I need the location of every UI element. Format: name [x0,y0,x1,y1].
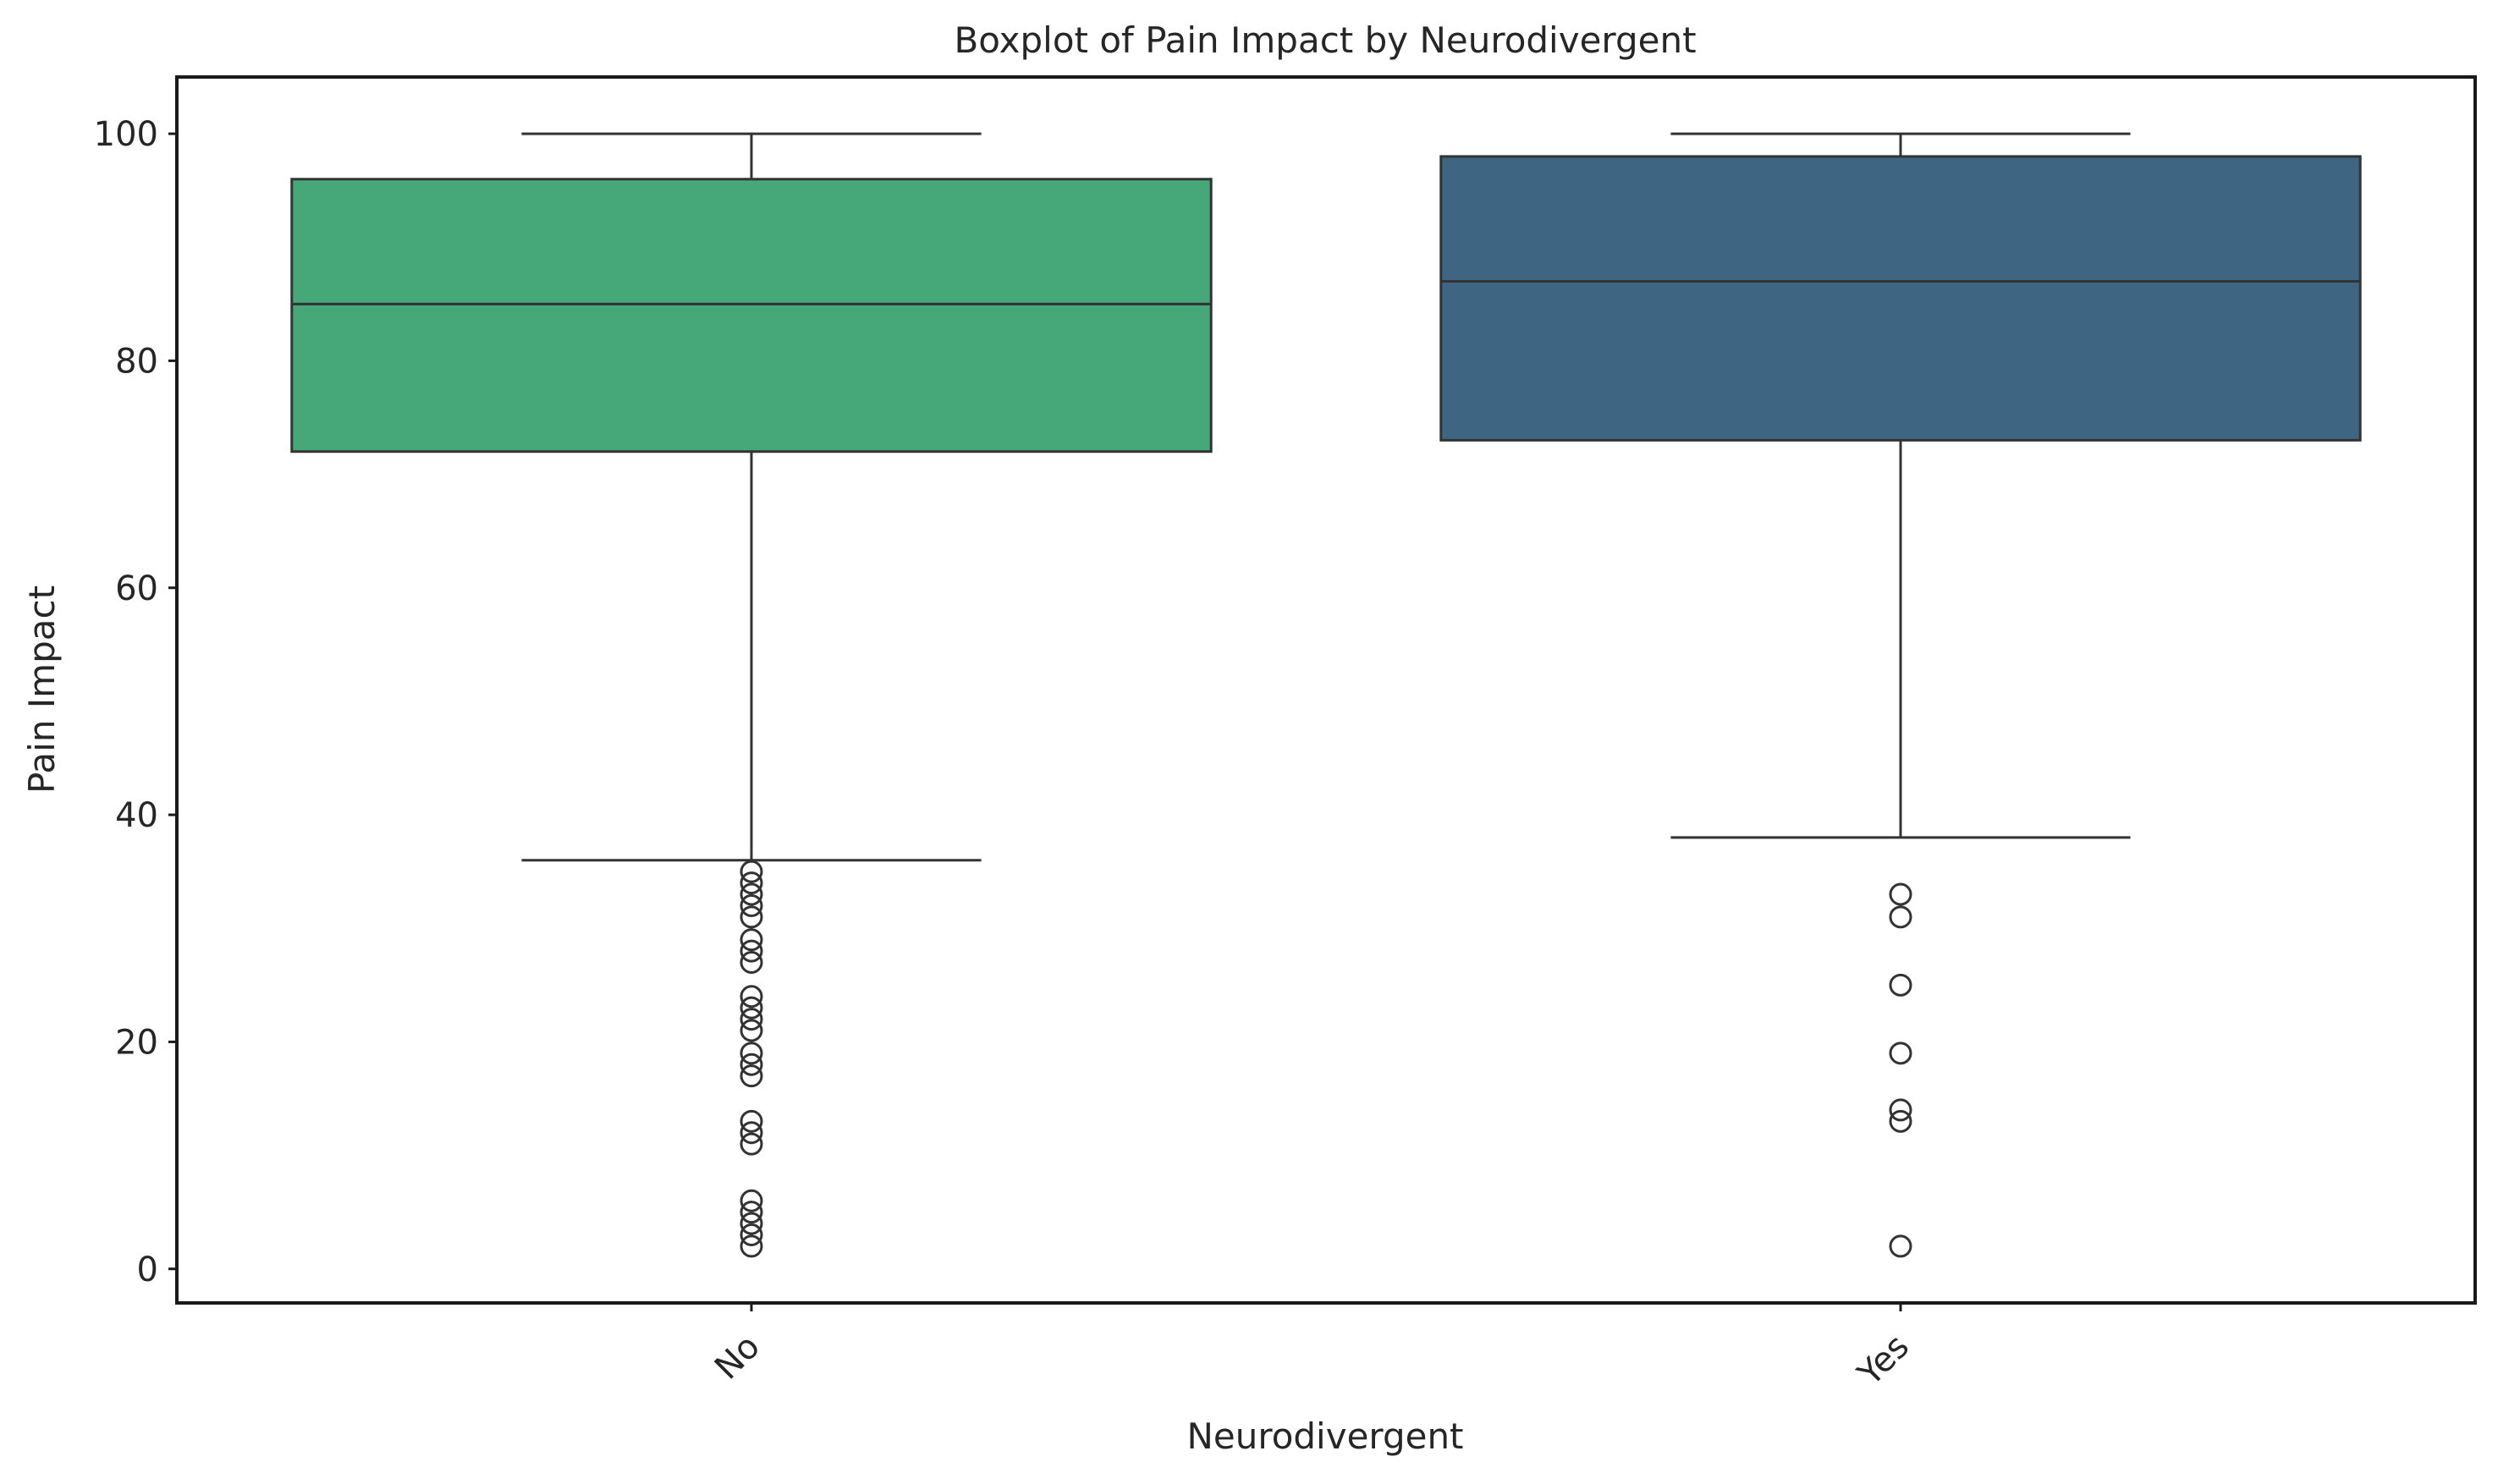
outlier-point [740,1234,763,1258]
plot-area [168,132,2362,1311]
outlier-point [740,1212,763,1235]
y-tick-label: 60 [115,569,158,608]
outlier-point [740,1042,763,1065]
outlier-point [1889,1109,1912,1133]
outlier-point [740,882,763,906]
outlier-point [740,1053,763,1076]
x-axis-label: Neurodivergent [1186,1415,1463,1457]
y-tick-label: 100 [94,115,158,154]
outlier-point [740,985,763,1009]
outlier-point [1889,973,1912,997]
box-group-no [290,132,1213,1258]
y-tick-label: 40 [115,796,158,835]
outlier-point [740,1189,763,1212]
box-group-yes [1439,132,2362,1258]
outlier-point [740,905,763,929]
outlier-point [740,860,763,883]
plot-frame [175,75,2477,1305]
outlier-point [740,951,763,974]
x-tick-label: Yes [1850,1327,1917,1394]
outlier-point [740,1132,763,1156]
outlier-point [740,1201,763,1224]
y-tick-label: 20 [115,1023,158,1062]
outlier-point [740,928,763,952]
y-tick-label: 0 [137,1250,158,1289]
outlier-point [740,1121,763,1145]
outlier-point [740,1008,763,1031]
chart-title: Boxplot of Pain Impact by Neurodivergent [954,19,1696,61]
outlier-point [740,1019,763,1042]
outlier-point [740,939,763,963]
outlier-point [1889,1234,1912,1258]
y-tick-label: 80 [115,342,158,381]
outlier-point [740,1223,763,1246]
iqr-box [1439,155,2362,442]
outlier-point [1889,1042,1912,1065]
outlier-point [1889,905,1912,929]
outlier-point [740,871,763,895]
outlier-point [740,1064,763,1088]
outlier-point [740,1109,763,1133]
outlier-point [1889,882,1912,906]
outlier-point [740,893,763,917]
iqr-box [290,178,1213,453]
outlier-point [1889,1098,1912,1122]
x-tick-label: No [707,1327,768,1388]
y-axis-label: Pain Impact [21,585,63,794]
outlier-point [740,996,763,1020]
